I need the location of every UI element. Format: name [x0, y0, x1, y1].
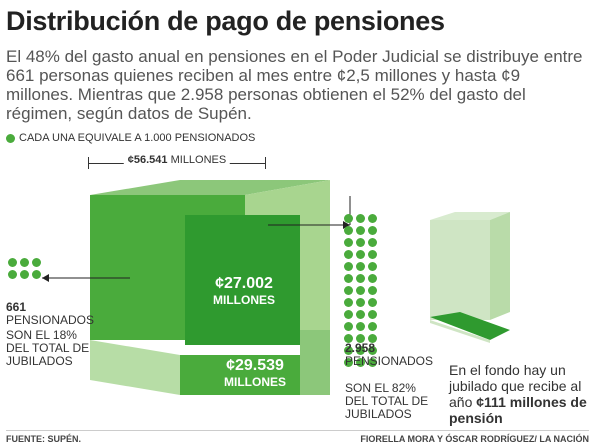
footer-credit: FIORELLA MORA Y ÓSCAR RODRÍGUEZ/ LA NACI…	[360, 434, 589, 444]
total-unit: MILLONES	[170, 154, 227, 166]
pensioner-dot-icon	[344, 298, 353, 307]
total-value: ¢56.541	[127, 154, 168, 166]
intro-text: El 48% del gasto anual en pensiones en e…	[6, 47, 583, 123]
pensioner-dot-icon	[8, 258, 17, 267]
small-block-note: En el fondo hay un jubilado que recibe a…	[449, 362, 594, 426]
legend-text: CADA UNA EQUIVALE A 1.000 PENSIONADOS	[19, 132, 256, 144]
pensioner-dot-icon	[32, 270, 41, 279]
pensioner-dot-icon	[344, 226, 353, 235]
small-cube-top	[430, 212, 510, 220]
pensioner-dot-icon	[344, 274, 353, 283]
pensioner-dot-icon	[356, 334, 365, 343]
pensioner-dot-icon	[344, 214, 353, 223]
pensioner-dot-icon	[368, 262, 377, 271]
footer-divider	[6, 430, 589, 431]
pensioner-dot-icon	[368, 310, 377, 319]
pensioner-dot-icon	[32, 258, 41, 267]
pensioner-dot-icon	[344, 262, 353, 271]
legend: CADA UNA EQUIVALE A 1.000 PENSIONADOS	[6, 132, 255, 144]
total-bracket: ¢56.541 MILLONES	[88, 154, 266, 169]
pensioner-dot-icon	[344, 250, 353, 259]
pensioner-dot-icon	[20, 270, 29, 279]
big-cube-bottom-right	[300, 330, 330, 395]
pensioner-dot-icon	[368, 358, 377, 367]
pensioner-dot-icon	[368, 214, 377, 223]
bracket-cap-right	[265, 157, 266, 169]
pensioner-dot-icon	[356, 298, 365, 307]
pensioner-dot-icon	[368, 274, 377, 283]
page-title: Distribución de pago de pensiones	[6, 6, 445, 36]
pensioner-dot-icon	[368, 250, 377, 259]
pensioner-dot-icon	[20, 258, 29, 267]
pensioner-dot-icon	[368, 238, 377, 247]
pensioner-dot-icon	[344, 358, 353, 367]
pensioner-dot-icon	[356, 346, 365, 355]
pensioner-dot-icon	[8, 270, 17, 279]
left-group-text: 661 PENSIONADOS SON EL 18% DEL TOTAL DE …	[6, 301, 96, 368]
pensioner-dot-icon	[356, 274, 365, 283]
right-group-text: 2.958 PENSIONADOS SON EL 82% DEL TOTAL D…	[345, 342, 435, 421]
pensioner-dot-icon	[368, 334, 377, 343]
block-top-unit: MILLONES	[213, 293, 275, 307]
pensioner-dot-icon	[356, 262, 365, 271]
left-arrow-head	[42, 274, 49, 282]
pensioner-dot-icon	[368, 226, 377, 235]
right-group-count: 2.958	[345, 341, 376, 355]
small-note-bold: ¢111 millones de pensión	[449, 394, 587, 426]
pensioner-dot-icon	[356, 238, 365, 247]
small-cube-base	[430, 312, 510, 340]
pensioner-dot-icon	[356, 322, 365, 331]
right-group-note: SON EL 82% DEL TOTAL DE JUBILADOS	[345, 381, 429, 421]
left-group-note: SON EL 18% DEL TOTAL DE JUBILADOS	[6, 328, 90, 368]
pensioner-dot-icon	[368, 322, 377, 331]
small-cube-bottom-face	[430, 320, 490, 343]
pensioner-dot-icon	[344, 334, 353, 343]
big-cube-front-lower	[90, 340, 180, 395]
pensioner-dot-icon	[368, 298, 377, 307]
right-dot-group	[344, 214, 377, 367]
small-cube-front	[430, 220, 490, 320]
small-note-prefix: En el fondo hay un jubilado que recibe a…	[449, 362, 582, 410]
pensioner-dot-icon	[356, 310, 365, 319]
block-top-label: ¢27.002 MILLONES	[188, 275, 300, 309]
right-group-label: PENSIONADOS	[345, 354, 434, 368]
small-cube-right	[490, 212, 510, 320]
left-group-label: PENSIONADOS	[6, 313, 95, 327]
big-cube-top-face	[90, 180, 330, 195]
block-top-value: ¢27.002	[215, 275, 273, 292]
total-label: ¢56.541 MILLONES	[123, 154, 231, 166]
pensioner-dot-icon	[368, 286, 377, 295]
pensioner-dot-icon	[368, 346, 377, 355]
pensioner-dot-icon	[356, 286, 365, 295]
pensioner-dot-icon	[344, 286, 353, 295]
pensioner-dot-icon	[356, 226, 365, 235]
pensioner-dot-icon	[344, 310, 353, 319]
pensioner-dot-icon	[356, 358, 365, 367]
block-bottom-unit: MILLONES	[224, 375, 286, 389]
footer-source: FUENTE: SUPÉN.	[6, 434, 82, 444]
pensioner-dot-icon	[344, 238, 353, 247]
pensioner-dot-icon	[356, 250, 365, 259]
pensioner-dot-icon	[344, 322, 353, 331]
big-cube-bottom-band	[180, 355, 330, 395]
big-cube-highlight-panel	[185, 215, 300, 345]
pensioner-dot-icon	[344, 346, 353, 355]
left-group-count: 661	[6, 300, 27, 314]
block-bottom-value: ¢29.539	[226, 357, 284, 374]
legend-dot-icon	[6, 133, 15, 143]
pensioner-dot-icon	[356, 214, 365, 223]
bracket-cap-left	[88, 157, 89, 169]
left-dot-group	[8, 258, 41, 279]
block-bottom-label: ¢29.539 MILLONES	[205, 357, 305, 391]
